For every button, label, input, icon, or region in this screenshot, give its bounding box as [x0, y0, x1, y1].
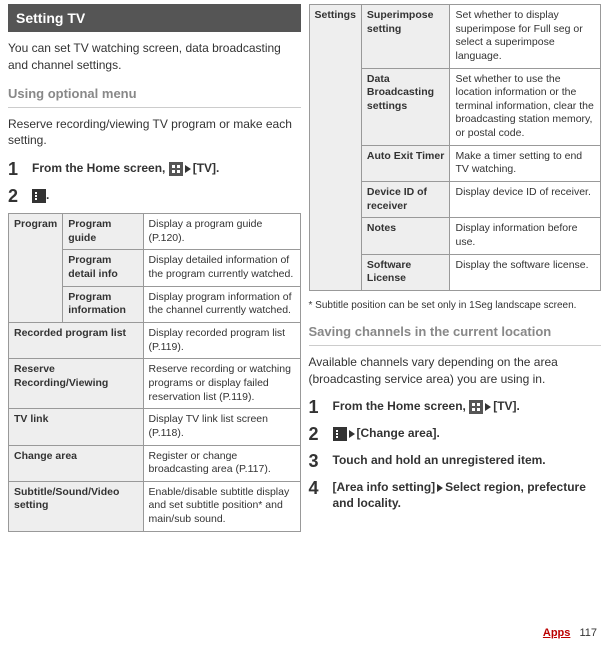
change-area: [Change area].: [357, 426, 440, 440]
table-row: Settings Superimpose setting Set whether…: [309, 5, 601, 69]
step-text: From the Home screen, [TV].: [333, 397, 520, 415]
step-text: Touch and hold an unregistered item.: [333, 451, 546, 469]
step-number: 3: [309, 451, 325, 472]
cell-desc: Display a program guide (P.120).: [143, 214, 300, 250]
right-column: Settings Superimpose setting Set whether…: [309, 4, 602, 532]
table-row: TV link Display TV link list screen (P.1…: [9, 409, 301, 445]
home-icon: [169, 162, 183, 176]
step-4: 4 [Area info setting]Select region, pref…: [309, 478, 602, 511]
page-number: 117: [579, 627, 597, 639]
intro-text: You can set TV watching screen, data bro…: [8, 40, 301, 74]
footer-apps: Apps: [543, 627, 571, 639]
table-row: Recorded program list Display recorded p…: [9, 323, 301, 359]
cell-desc: Register or change broadcasting area (P.…: [143, 445, 300, 481]
tv-label: [TV].: [193, 161, 220, 175]
home-icon: [469, 400, 483, 414]
cell-desc: Display detailed information of the prog…: [143, 250, 300, 286]
step-label: From the Home screen,: [333, 399, 470, 413]
step-text: .: [32, 186, 49, 204]
step-number: 1: [309, 397, 325, 418]
cell-desc: Display recorded program list (P.119).: [143, 323, 300, 359]
cell-label: Change area: [9, 445, 144, 481]
section-desc: Reserve recording/viewing TV program or …: [8, 116, 301, 150]
options-table-left: Program Program guide Display a program …: [8, 213, 301, 532]
cell-desc: Display information before use.: [450, 218, 601, 254]
cell-label: Subtitle/Sound/Video setting: [9, 481, 144, 531]
step-number: 4: [309, 478, 325, 499]
cell-label: TV link: [9, 409, 144, 445]
table-row: Program Program guide Display a program …: [9, 214, 301, 250]
step-number: 2: [8, 186, 24, 207]
header-bar: Setting TV: [8, 4, 301, 32]
cell-label: Program information: [63, 286, 143, 322]
arrow-icon: [437, 484, 443, 492]
cell-desc: Set whether to use the location informat…: [450, 68, 601, 145]
step-text: From the Home screen, [TV].: [32, 159, 219, 177]
cell-label: Software License: [361, 254, 450, 290]
cell-desc: Display the software license.: [450, 254, 601, 290]
divider: [8, 107, 301, 108]
divider: [309, 345, 602, 346]
table-row: Subtitle/Sound/Video setting Enable/disa…: [9, 481, 301, 531]
cell-label: Data Broadcasting settings: [361, 68, 450, 145]
cell-label: Device ID of receiver: [361, 182, 450, 218]
cell-label: Reserve Recording/Viewing: [9, 359, 144, 409]
step-2: 2 [Change area].: [309, 424, 602, 445]
cell-label: Superimpose setting: [361, 5, 450, 69]
step-3: 3 Touch and hold an unregistered item.: [309, 451, 602, 472]
menu-icon: [32, 189, 46, 203]
cell-desc: Enable/disable subtitle display and set …: [143, 481, 300, 531]
cell-desc: Make a timer setting to end TV watching.: [450, 145, 601, 181]
step-number: 1: [8, 159, 24, 180]
cell-settings: Settings: [309, 5, 361, 291]
section-heading: Using optional menu: [8, 86, 301, 101]
cell-desc: Display TV link list screen (P.118).: [143, 409, 300, 445]
step-1: 1 From the Home screen, [TV].: [309, 397, 602, 418]
arrow-icon: [485, 403, 491, 411]
cell-label: Notes: [361, 218, 450, 254]
cell-desc: Display program information of the chann…: [143, 286, 300, 322]
area-info: [Area info setting]: [333, 480, 436, 494]
page-container: Setting TV You can set TV watching scree…: [0, 0, 609, 536]
tv-label: [TV].: [493, 399, 520, 413]
arrow-icon: [349, 430, 355, 438]
step-text: [Change area].: [333, 424, 440, 442]
step-1: 1 From the Home screen, [TV].: [8, 159, 301, 180]
cell-label: Recorded program list: [9, 323, 144, 359]
cell-program: Program: [9, 214, 63, 323]
step-label: From the Home screen,: [32, 161, 169, 175]
step-text: [Area info setting]Select region, prefec…: [333, 478, 602, 511]
section-heading: Saving channels in the current location: [309, 324, 602, 339]
cell-desc: Set whether to display superimpose for F…: [450, 5, 601, 69]
step-number: 2: [309, 424, 325, 445]
footer: Apps 117: [543, 627, 597, 639]
arrow-icon: [185, 165, 191, 173]
dot: .: [46, 188, 49, 202]
cell-label: Auto Exit Timer: [361, 145, 450, 181]
section-desc: Available channels vary depending on the…: [309, 354, 602, 388]
options-table-right: Settings Superimpose setting Set whether…: [309, 4, 602, 291]
cell-label: Program detail info: [63, 250, 143, 286]
step-2: 2 .: [8, 186, 301, 207]
menu-icon: [333, 427, 347, 441]
cell-desc: Display device ID of receiver.: [450, 182, 601, 218]
cell-label: Program guide: [63, 214, 143, 250]
cell-desc: Reserve recording or watching programs o…: [143, 359, 300, 409]
table-row: Reserve Recording/Viewing Reserve record…: [9, 359, 301, 409]
left-column: Setting TV You can set TV watching scree…: [8, 4, 301, 532]
table-row: Change area Register or change broadcast…: [9, 445, 301, 481]
footnote: * Subtitle position can be set only in 1…: [309, 299, 602, 312]
